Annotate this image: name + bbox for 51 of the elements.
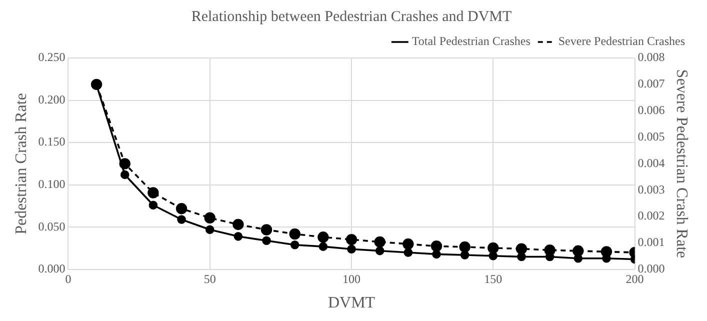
x-tick-label: 150 <box>484 272 502 286</box>
point <box>290 240 300 250</box>
point <box>204 212 216 224</box>
y2-tick-label: 0.006 <box>638 103 665 118</box>
point <box>459 241 470 253</box>
y-tick-label: 0.200 <box>38 92 66 106</box>
point <box>460 250 470 260</box>
y-tick-label: 0.150 <box>38 134 66 149</box>
point <box>260 224 272 236</box>
y-tick-label: 0.100 <box>38 176 66 191</box>
point <box>375 246 384 256</box>
point <box>346 234 358 246</box>
y2-axis-title: Severe Pedestrian Crash Rate <box>673 69 690 258</box>
x-tick-label: 0 <box>65 272 72 286</box>
y2-tick-label: 0.007 <box>638 76 665 91</box>
y-tick-label: 0.000 <box>38 262 66 276</box>
chart-title: Relationship between Pedestrian Crashes and DVMT <box>191 8 512 25</box>
point <box>262 236 271 246</box>
y2-tick-label: 0.003 <box>638 182 665 196</box>
y2-tick-label: 0.005 <box>638 129 665 144</box>
point <box>404 248 413 257</box>
y2-tick-label: 0.001 <box>638 235 665 250</box>
point <box>148 200 158 210</box>
x-axis-title: DVMT <box>328 294 376 312</box>
point <box>318 232 329 243</box>
y2-tick-label: 0.008 <box>638 50 665 64</box>
point <box>205 225 214 234</box>
point <box>148 187 159 198</box>
point <box>516 243 528 254</box>
y2-tick-label: 0.002 <box>638 208 665 223</box>
point <box>177 215 186 224</box>
y2-tick-label: 0.004 <box>638 156 665 170</box>
point <box>374 236 386 248</box>
legend-label: Total Pedestrian Crashes <box>412 34 531 48</box>
y-tick-label: 0.050 <box>38 219 66 234</box>
point <box>488 242 499 254</box>
y-axis-title: Pedestrian Crash Rate <box>12 93 30 234</box>
point <box>402 238 414 250</box>
point <box>289 228 300 240</box>
point <box>234 232 243 241</box>
x-tick-label: 100 <box>342 272 360 286</box>
point <box>347 244 356 254</box>
y-tick-label: 0.250 <box>38 50 66 64</box>
legend-label: Severe Pedestrian Crashes <box>558 34 686 48</box>
x-tick-label: 50 <box>204 272 216 286</box>
point <box>176 203 188 214</box>
point <box>232 218 244 230</box>
point <box>120 170 130 180</box>
point <box>572 245 584 257</box>
point <box>430 240 442 252</box>
point <box>318 242 328 251</box>
